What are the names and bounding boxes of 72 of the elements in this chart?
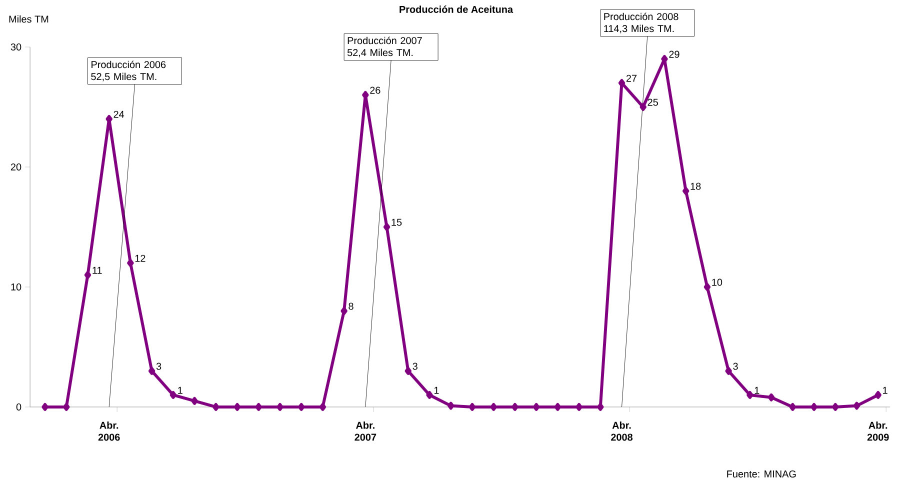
point (661, 55, 668, 63)
chart-title: Producción de Aceituna (400, 6, 514, 13)
annotation: Producción 2007 52,4 Miles TM. (347, 36, 422, 58)
x-tick-label: Abr. 2009 (867, 421, 889, 441)
point (597, 403, 604, 411)
annotation: Producción 2006 52,5 Miles TM. (91, 60, 166, 82)
point (746, 391, 754, 399)
point (319, 403, 326, 411)
point (298, 403, 305, 411)
data-label: 8 (348, 302, 354, 310)
point (512, 403, 518, 411)
data-label: 18 (690, 182, 701, 190)
point (127, 259, 134, 267)
data-label: 10 (712, 278, 722, 286)
point (576, 403, 582, 411)
point (490, 403, 497, 411)
y-tick-label: 0 (16, 403, 22, 411)
point (853, 402, 860, 410)
data-label: 3 (412, 362, 418, 370)
point (789, 403, 796, 411)
data-label: 12 (135, 254, 146, 262)
data-label: 1 (754, 386, 760, 394)
point (276, 403, 284, 411)
point (404, 367, 412, 375)
point (362, 91, 369, 99)
point (768, 393, 775, 402)
data-label: 11 (92, 266, 102, 274)
y-tick-label: 10 (11, 283, 22, 291)
point (725, 367, 732, 375)
point (554, 403, 562, 411)
point (704, 283, 711, 291)
data-label: 29 (669, 50, 680, 58)
point (42, 403, 48, 411)
point (106, 115, 112, 123)
data-label: 24 (114, 110, 124, 118)
point (191, 397, 198, 405)
point (340, 307, 348, 315)
text: Producción 2008 114,3 Miles TM. (604, 12, 678, 34)
point (212, 403, 220, 411)
point (234, 403, 241, 411)
point (84, 271, 92, 279)
source-note: Fuente: MINAG (727, 470, 796, 478)
point (170, 391, 177, 399)
x-tick-label: Abr. 2007 (354, 421, 376, 441)
point (63, 403, 70, 411)
point (532, 403, 540, 411)
y-tick-label: 30 (10, 43, 22, 51)
point (448, 402, 454, 410)
data-label: 3 (156, 362, 162, 370)
data-label: 27 (626, 74, 637, 82)
point (810, 403, 818, 411)
data-label: 15 (392, 218, 402, 226)
data-label: 25 (648, 98, 658, 106)
point (874, 391, 882, 399)
point (832, 403, 839, 411)
point (383, 223, 390, 231)
x-tick-label: Abr. 2008 (611, 421, 633, 441)
point (640, 103, 646, 111)
point (682, 187, 690, 195)
point (255, 403, 262, 411)
data-label: 1 (178, 386, 182, 394)
x-tick-label: Abr. 2006 (98, 421, 120, 441)
data-label: 3 (733, 362, 738, 370)
point (426, 391, 433, 399)
point (618, 79, 626, 87)
y-tick-label: 20 (10, 163, 22, 171)
point (148, 367, 156, 375)
data-label: 1 (883, 386, 888, 394)
data-label: 26 (370, 86, 380, 94)
y-axis-title: Miles TM (9, 15, 48, 23)
data-label: 1 (434, 386, 439, 394)
point (468, 403, 476, 411)
